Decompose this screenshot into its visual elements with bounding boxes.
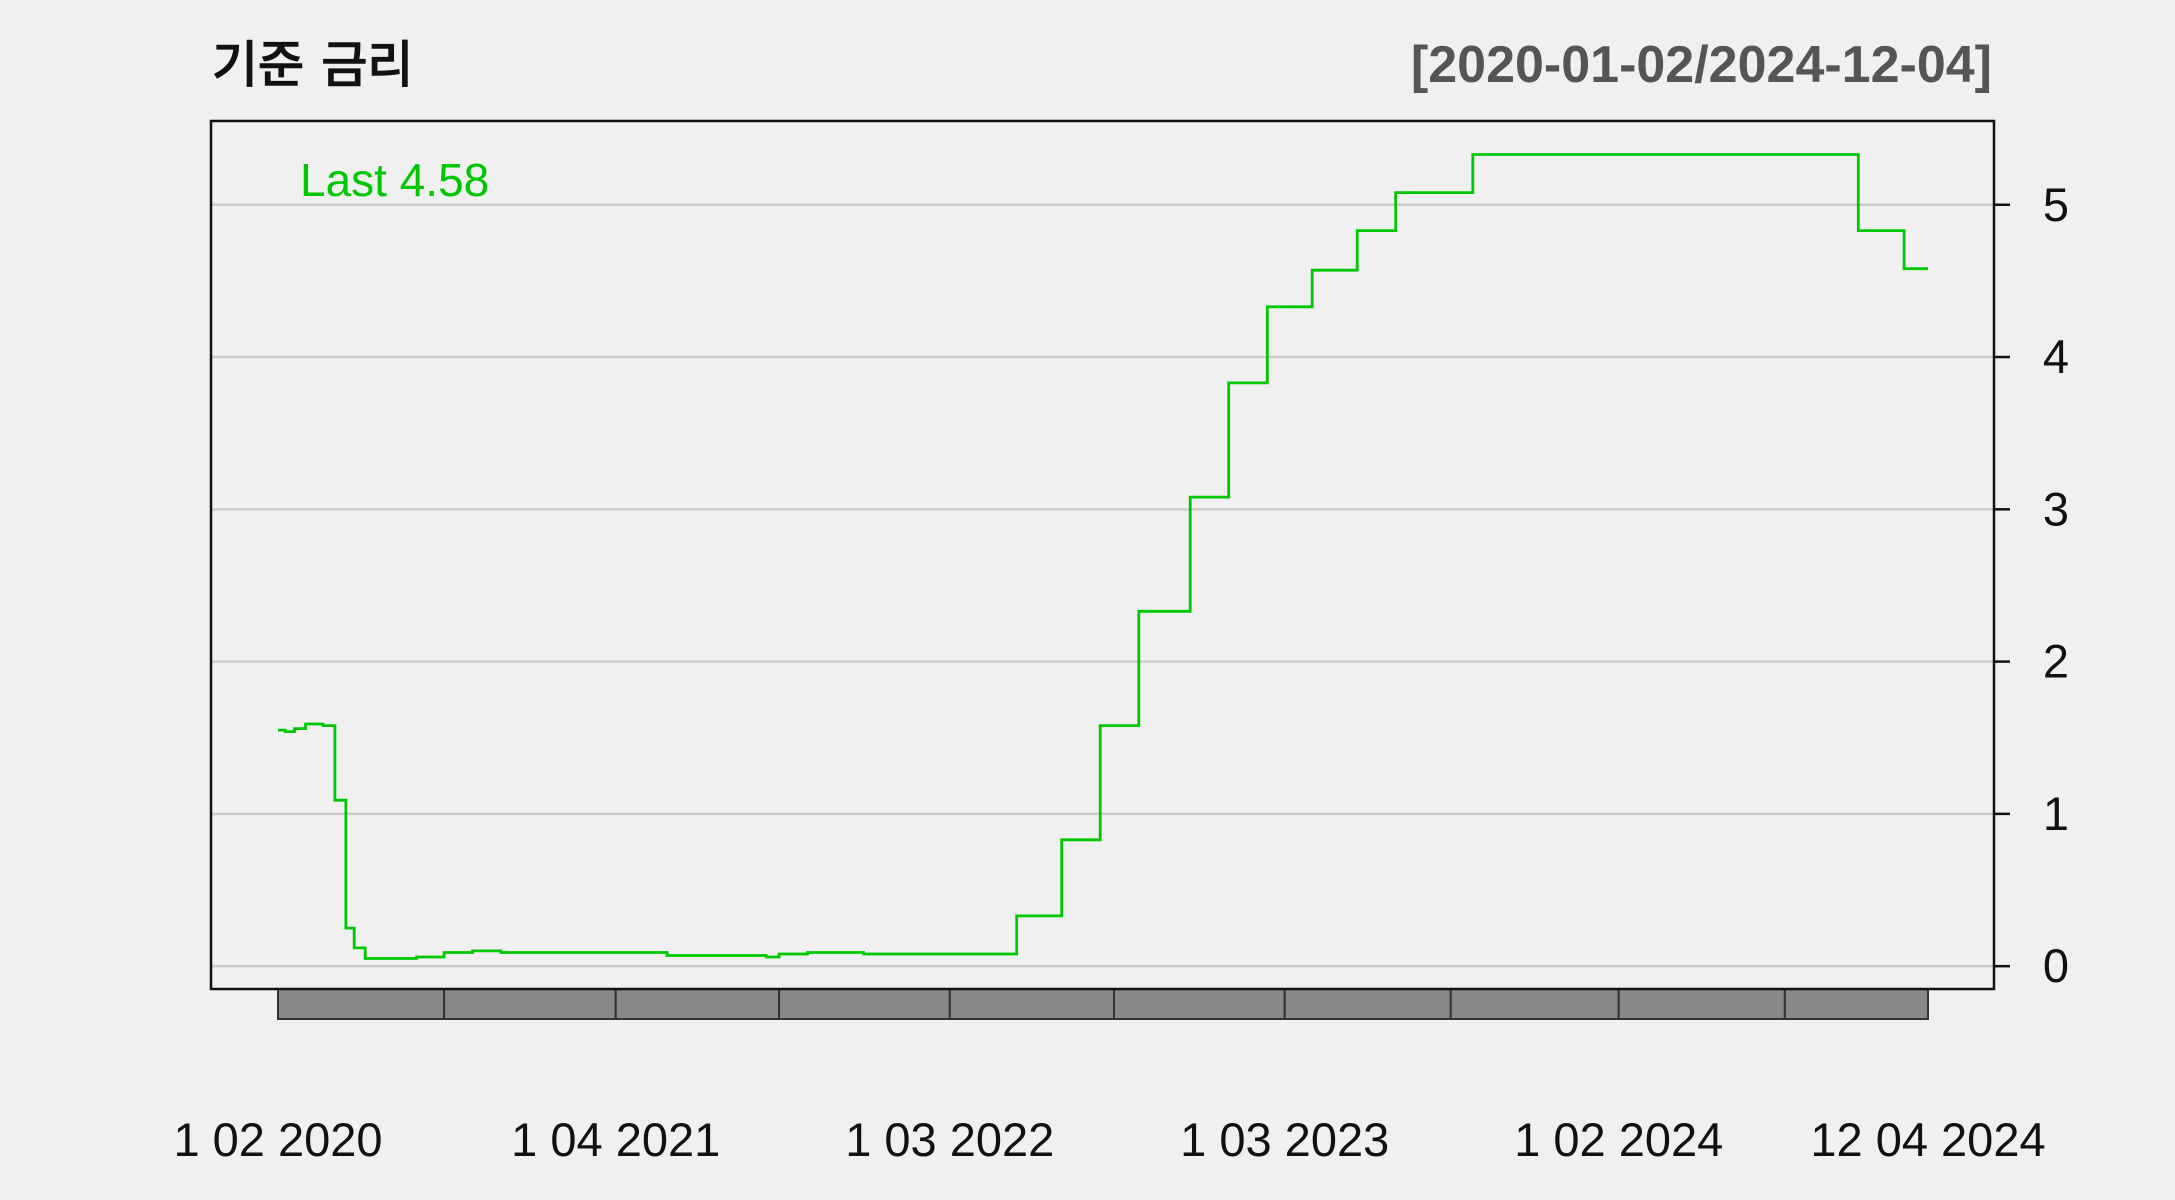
y-tick-label: 4 bbox=[2043, 330, 2069, 383]
x-band-segment bbox=[1617, 988, 1786, 1020]
gridlines bbox=[211, 203, 1994, 968]
x-tick-label: 1 03 2023 bbox=[1180, 1113, 1389, 1166]
x-band-segment bbox=[1283, 988, 1452, 1020]
x-band-segment bbox=[1113, 988, 1286, 1020]
chart-title: 기준 금리 bbox=[212, 36, 413, 94]
x-band-segment bbox=[1783, 988, 1930, 1020]
y-tick-label: 5 bbox=[2043, 178, 2069, 231]
x-tick-label: 1 04 2021 bbox=[511, 1113, 720, 1166]
y-tick-label: 1 bbox=[2043, 787, 2069, 840]
y-tick-label: 2 bbox=[2043, 635, 2069, 688]
x-band-segment bbox=[443, 988, 617, 1020]
x-tick-label: 1 02 2020 bbox=[173, 1113, 382, 1166]
y-axis: 0 1 2 3 4 5 bbox=[1994, 178, 2069, 992]
x-band-segment bbox=[948, 988, 1116, 1020]
x-band-segment bbox=[277, 988, 446, 1020]
x-band-segment bbox=[778, 988, 951, 1020]
last-value-label: Last 4.58 bbox=[300, 154, 489, 206]
x-band-segment bbox=[1449, 988, 1620, 1020]
x-tick-label: 1 03 2022 bbox=[845, 1113, 1054, 1166]
y-tick-label: 0 bbox=[2043, 939, 2069, 992]
y-tick-label: 3 bbox=[2043, 482, 2069, 535]
x-axis-band bbox=[277, 988, 1930, 1020]
series-line-0 bbox=[278, 153, 1928, 960]
series-layer bbox=[278, 153, 1928, 960]
x-axis: 1 02 2020 1 04 2021 1 03 2022 1 03 2023 1 02… bbox=[173, 1113, 2045, 1166]
x-tick-label: 1 02 2024 bbox=[1514, 1113, 1723, 1166]
date-range-label: [2020-01-02/2024-12-04] bbox=[1411, 36, 1992, 94]
x-tick-label: 12 04 2024 bbox=[1810, 1113, 2045, 1166]
plot-frame bbox=[209, 119, 1996, 991]
x-band-segment bbox=[614, 988, 781, 1020]
